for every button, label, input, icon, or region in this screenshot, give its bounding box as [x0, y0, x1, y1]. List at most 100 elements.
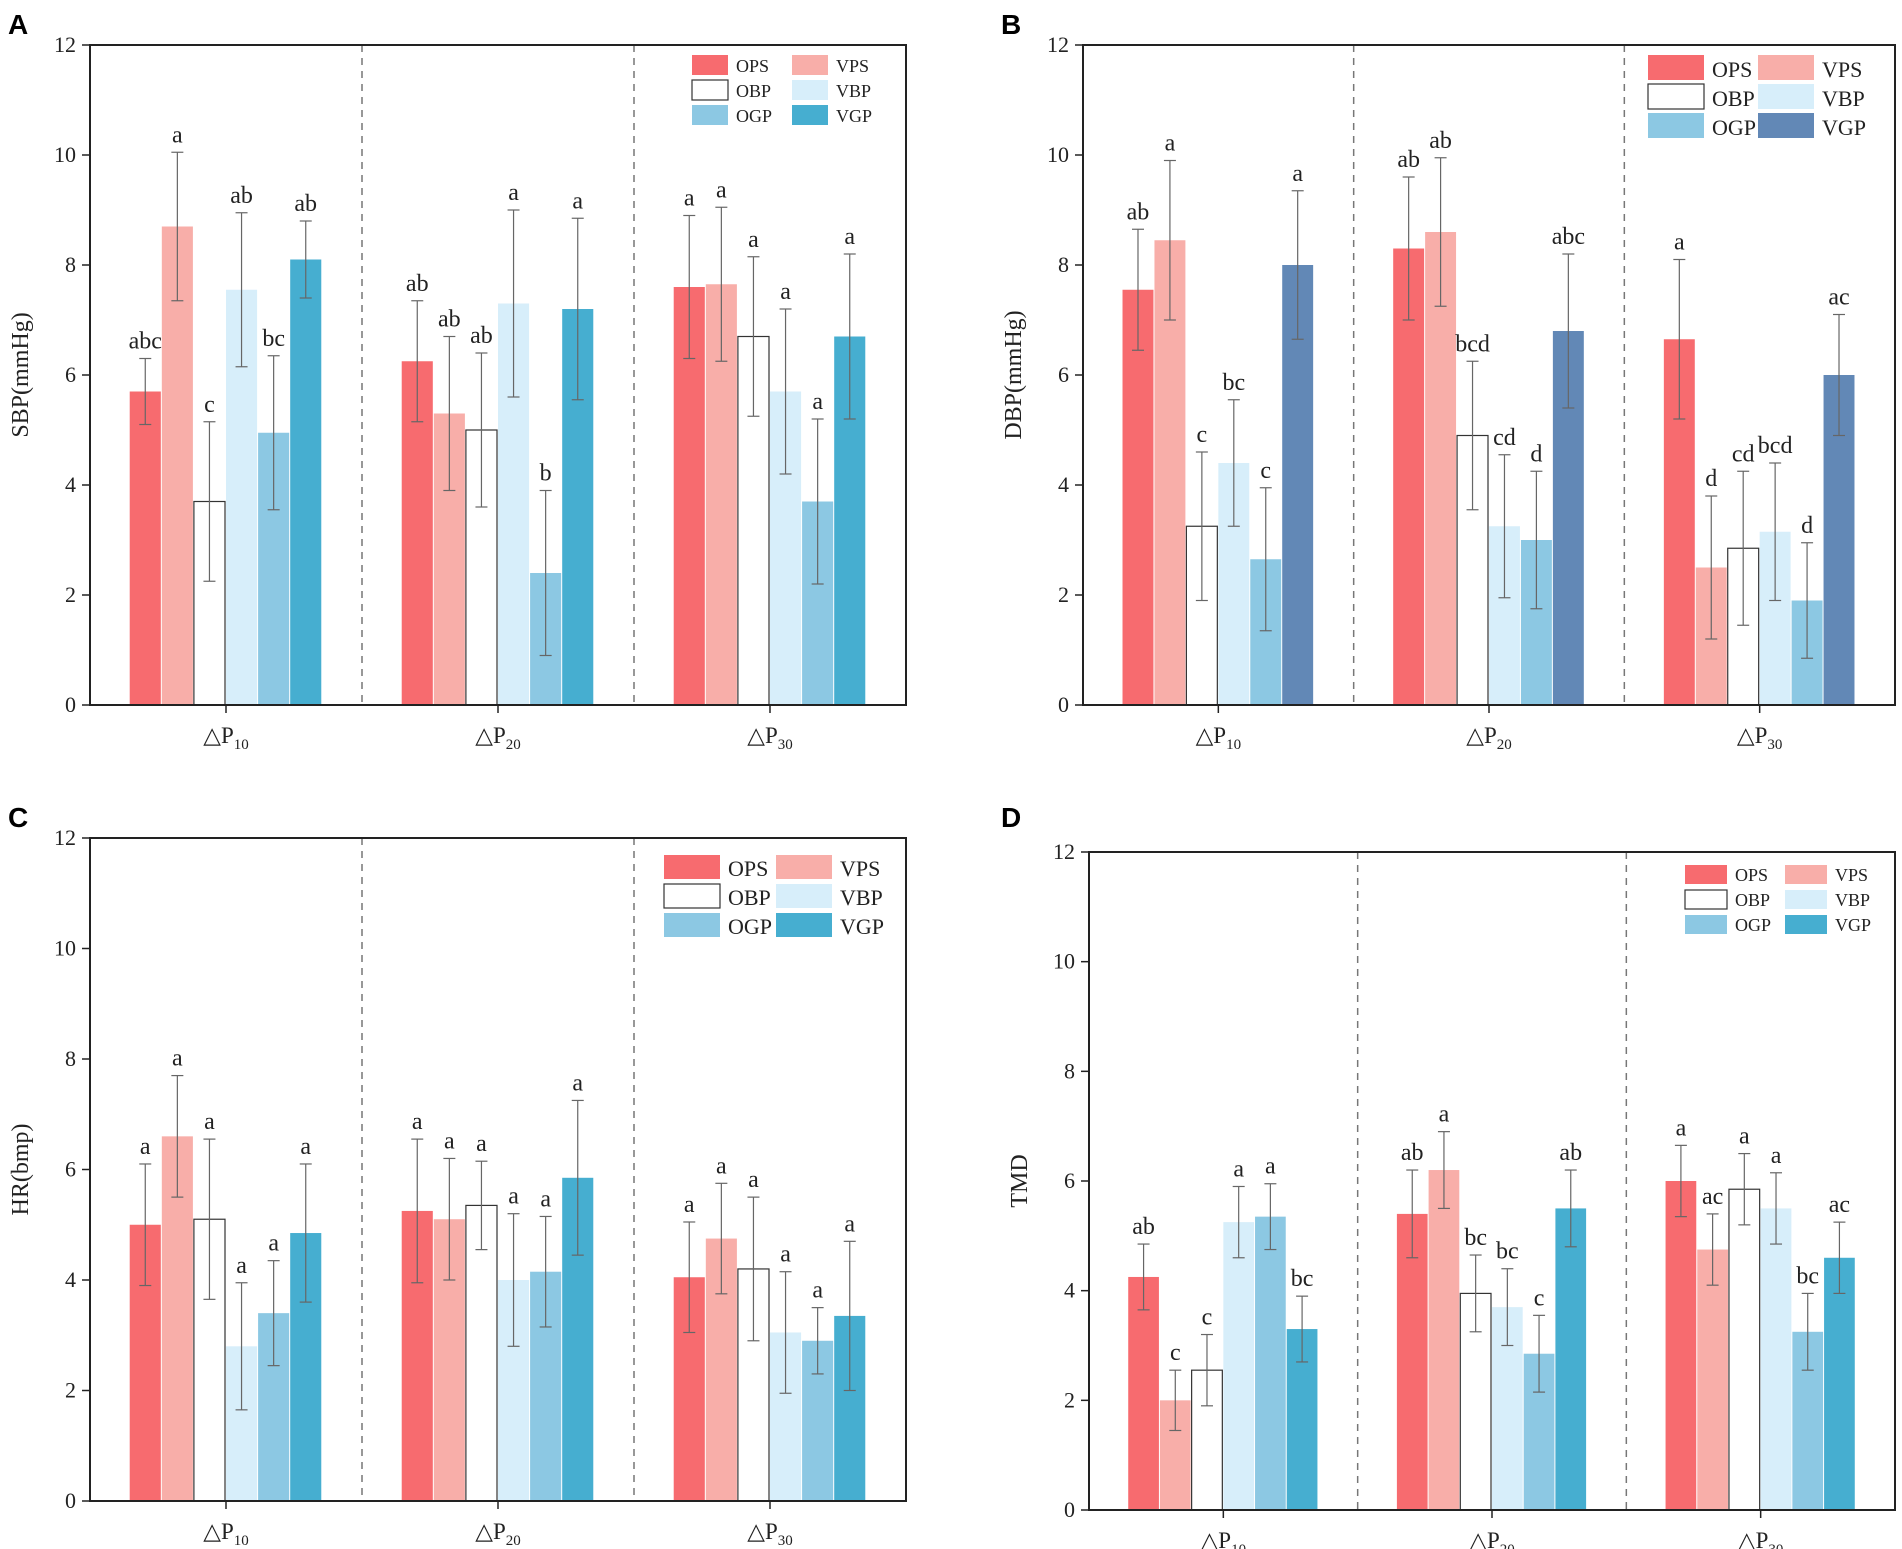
- chart-C-sig-label-ops-3: a: [684, 1192, 695, 1218]
- chart-D-legend-swatch-vgp: [1785, 915, 1827, 934]
- chart-B-ylabel: DBP(mmHg): [1001, 310, 1027, 439]
- chart-C-panel-letter: C: [8, 802, 28, 833]
- chart-C-legend-swatch-ogp: [664, 913, 720, 937]
- chart-A-legend-label-vgp: VGP: [836, 106, 872, 126]
- chart-D-bar-vgp-3: [1824, 1257, 1855, 1510]
- chart-B-legend-label-vps: VPS: [1822, 57, 1862, 82]
- chart-D-legend-swatch-ogp: [1685, 915, 1727, 934]
- chart-C-sig-label-obp-2: a: [476, 1131, 487, 1157]
- chart-C-sig-label-vgp-1: a: [300, 1134, 311, 1160]
- chart-D-ytick-label: 8: [1064, 1058, 1075, 1083]
- chart-D-sig-label-obp-2: bc: [1464, 1225, 1487, 1251]
- chart-A-legend-label-ops: OPS: [736, 56, 769, 76]
- chart-B-bar-ops-2: [1393, 248, 1425, 705]
- chart-A-sig-label-ogp-2: b: [540, 461, 552, 487]
- chart-C-ytick-label: 4: [65, 1267, 76, 1292]
- chart-A-sig-label-vps-1: a: [172, 122, 183, 148]
- chart-C-legend-label-ogp: OGP: [728, 914, 772, 939]
- chart-A-legend-label-obp: OBP: [736, 81, 771, 101]
- chart-D-sig-label-obp-3: a: [1739, 1124, 1750, 1150]
- chart-B-legend-label-ops: OPS: [1712, 57, 1752, 82]
- chart-A-sig-label-vgp-3: a: [844, 224, 855, 250]
- chart-A-sig-label-vgp-1: ab: [294, 191, 317, 217]
- chart-A-sig-label-ops-1: abc: [129, 329, 162, 355]
- chart-B-sig-label-obp-1: c: [1197, 422, 1208, 448]
- chart-A-legend-swatch-ops: [692, 55, 728, 75]
- chart-A-legend-label-ogp: OGP: [736, 106, 772, 126]
- chart-C-sig-label-ogp-3: a: [812, 1278, 823, 1304]
- chart-D-legend-label-ops: OPS: [1735, 865, 1768, 885]
- chart-C-ytick-label: 2: [65, 1378, 76, 1403]
- chart-A-legend-label-vbp: VBP: [836, 81, 871, 101]
- chart-A-ytick-label: 6: [65, 362, 76, 387]
- chart-A-ytick-label: 4: [65, 472, 76, 497]
- chart-D-panel-letter: D: [1001, 802, 1021, 833]
- chart-A-sig-label-obp-2: ab: [470, 323, 493, 349]
- chart-B-legend-label-vbp: VBP: [1822, 86, 1865, 111]
- chart-B-sig-label-vps-2: ab: [1429, 128, 1452, 154]
- chart-C-sig-label-obp-1: a: [204, 1109, 215, 1135]
- chart-D-ylabel: TMD: [1007, 1154, 1033, 1207]
- chart-C-sig-label-ops-2: a: [412, 1109, 423, 1135]
- chart-C-sig-label-vps-3: a: [716, 1153, 727, 1179]
- chart-D-category-label: △P30: [1738, 1528, 1783, 1549]
- chart-B-ytick-label: 12: [1047, 32, 1069, 57]
- chart-C-ytick-label: 10: [54, 936, 76, 961]
- chart-B-legend-label-vgp: VGP: [1822, 115, 1866, 140]
- chart-C-ytick-label: 8: [65, 1046, 76, 1071]
- chart-A-category-label: △P30: [747, 723, 792, 753]
- chart-C-legend-label-ops: OPS: [728, 856, 768, 881]
- chart-A-legend-swatch-vgp: [792, 105, 828, 125]
- chart-C-sig-label-vbp-3: a: [780, 1242, 791, 1268]
- chart-A-legend-swatch-vbp: [792, 80, 828, 100]
- chart-B-category-label: △P10: [1196, 723, 1241, 753]
- chart-B-ytick-label: 8: [1058, 252, 1069, 277]
- chart-A-legend-swatch-ogp: [692, 105, 728, 125]
- chart-D-sig-label-ogp-1: a: [1265, 1154, 1276, 1180]
- chart-D-category-label: △P10: [1201, 1528, 1246, 1549]
- chart-A-legend-swatch-vps: [792, 55, 828, 75]
- chart-B-panel-letter: B: [1001, 9, 1021, 40]
- chart-B-sig-label-ops-2: ab: [1397, 147, 1420, 173]
- chart-D-legend-label-vbp: VBP: [1835, 890, 1870, 910]
- chart-D-bar-ops-2: [1396, 1213, 1428, 1510]
- chart-D-sig-label-vps-3: ac: [1702, 1184, 1723, 1210]
- chart-C-sig-label-vgp-2: a: [572, 1070, 583, 1096]
- chart-D-sig-label-vgp-3: ac: [1829, 1192, 1850, 1218]
- chart-A-ytick-label: 8: [65, 252, 76, 277]
- chart-D-sig-label-vbp-2: bc: [1496, 1239, 1519, 1265]
- chart-D-bar-vbp-3: [1760, 1208, 1792, 1510]
- chart-C-category-label: △P20: [475, 1519, 520, 1549]
- chart-A-sig-label-ops-3: a: [684, 186, 695, 212]
- chart-D-sig-label-vgp-2: ab: [1559, 1140, 1582, 1166]
- chart-C-ylabel: HR(bmp): [8, 1124, 34, 1216]
- chart-C-category-label: △P10: [203, 1519, 248, 1549]
- chart-B-sig-label-vbp-1: bc: [1222, 370, 1245, 396]
- chart-D-bar-vps-3: [1697, 1249, 1728, 1510]
- chart-C-legend-label-obp: OBP: [728, 885, 771, 910]
- chart-B-sig-label-ogp-1: c: [1260, 458, 1271, 484]
- chart-A-sig-label-vps-3: a: [716, 177, 727, 203]
- chart-D-sig-label-vgp-1: bc: [1291, 1266, 1314, 1292]
- chart-A-legend-label-vps: VPS: [836, 56, 869, 76]
- chart-D-bar-ogp-1: [1255, 1216, 1286, 1510]
- chart-C-legend-label-vps: VPS: [840, 856, 880, 881]
- chart-B-ytick-label: 0: [1058, 692, 1069, 717]
- chart-D-legend-swatch-obp: [1684, 889, 1728, 910]
- chart-B-sig-label-ops-1: ab: [1127, 199, 1150, 225]
- chart-A-ytick-label: 0: [65, 692, 76, 717]
- chart-B-ytick-label: 4: [1058, 472, 1069, 497]
- chart-C-sig-label-ogp-1: a: [268, 1231, 279, 1257]
- chart-C-legend-label-vbp: VBP: [840, 885, 883, 910]
- chart-B-legend-label-obp: OBP: [1712, 86, 1755, 111]
- chart-C-legend-swatch-vbp: [776, 884, 832, 908]
- chart-D-ytick-label: 12: [1053, 839, 1075, 864]
- chart-D-bar-ops-1: [1128, 1276, 1159, 1510]
- chart-A-sig-label-ogp-1: bc: [262, 326, 285, 352]
- chart-B-sig-label-vps-3: d: [1705, 466, 1717, 492]
- chart-C-sig-label-vbp-1: a: [236, 1253, 247, 1279]
- chart-B-legend-swatch-ogp: [1648, 113, 1704, 138]
